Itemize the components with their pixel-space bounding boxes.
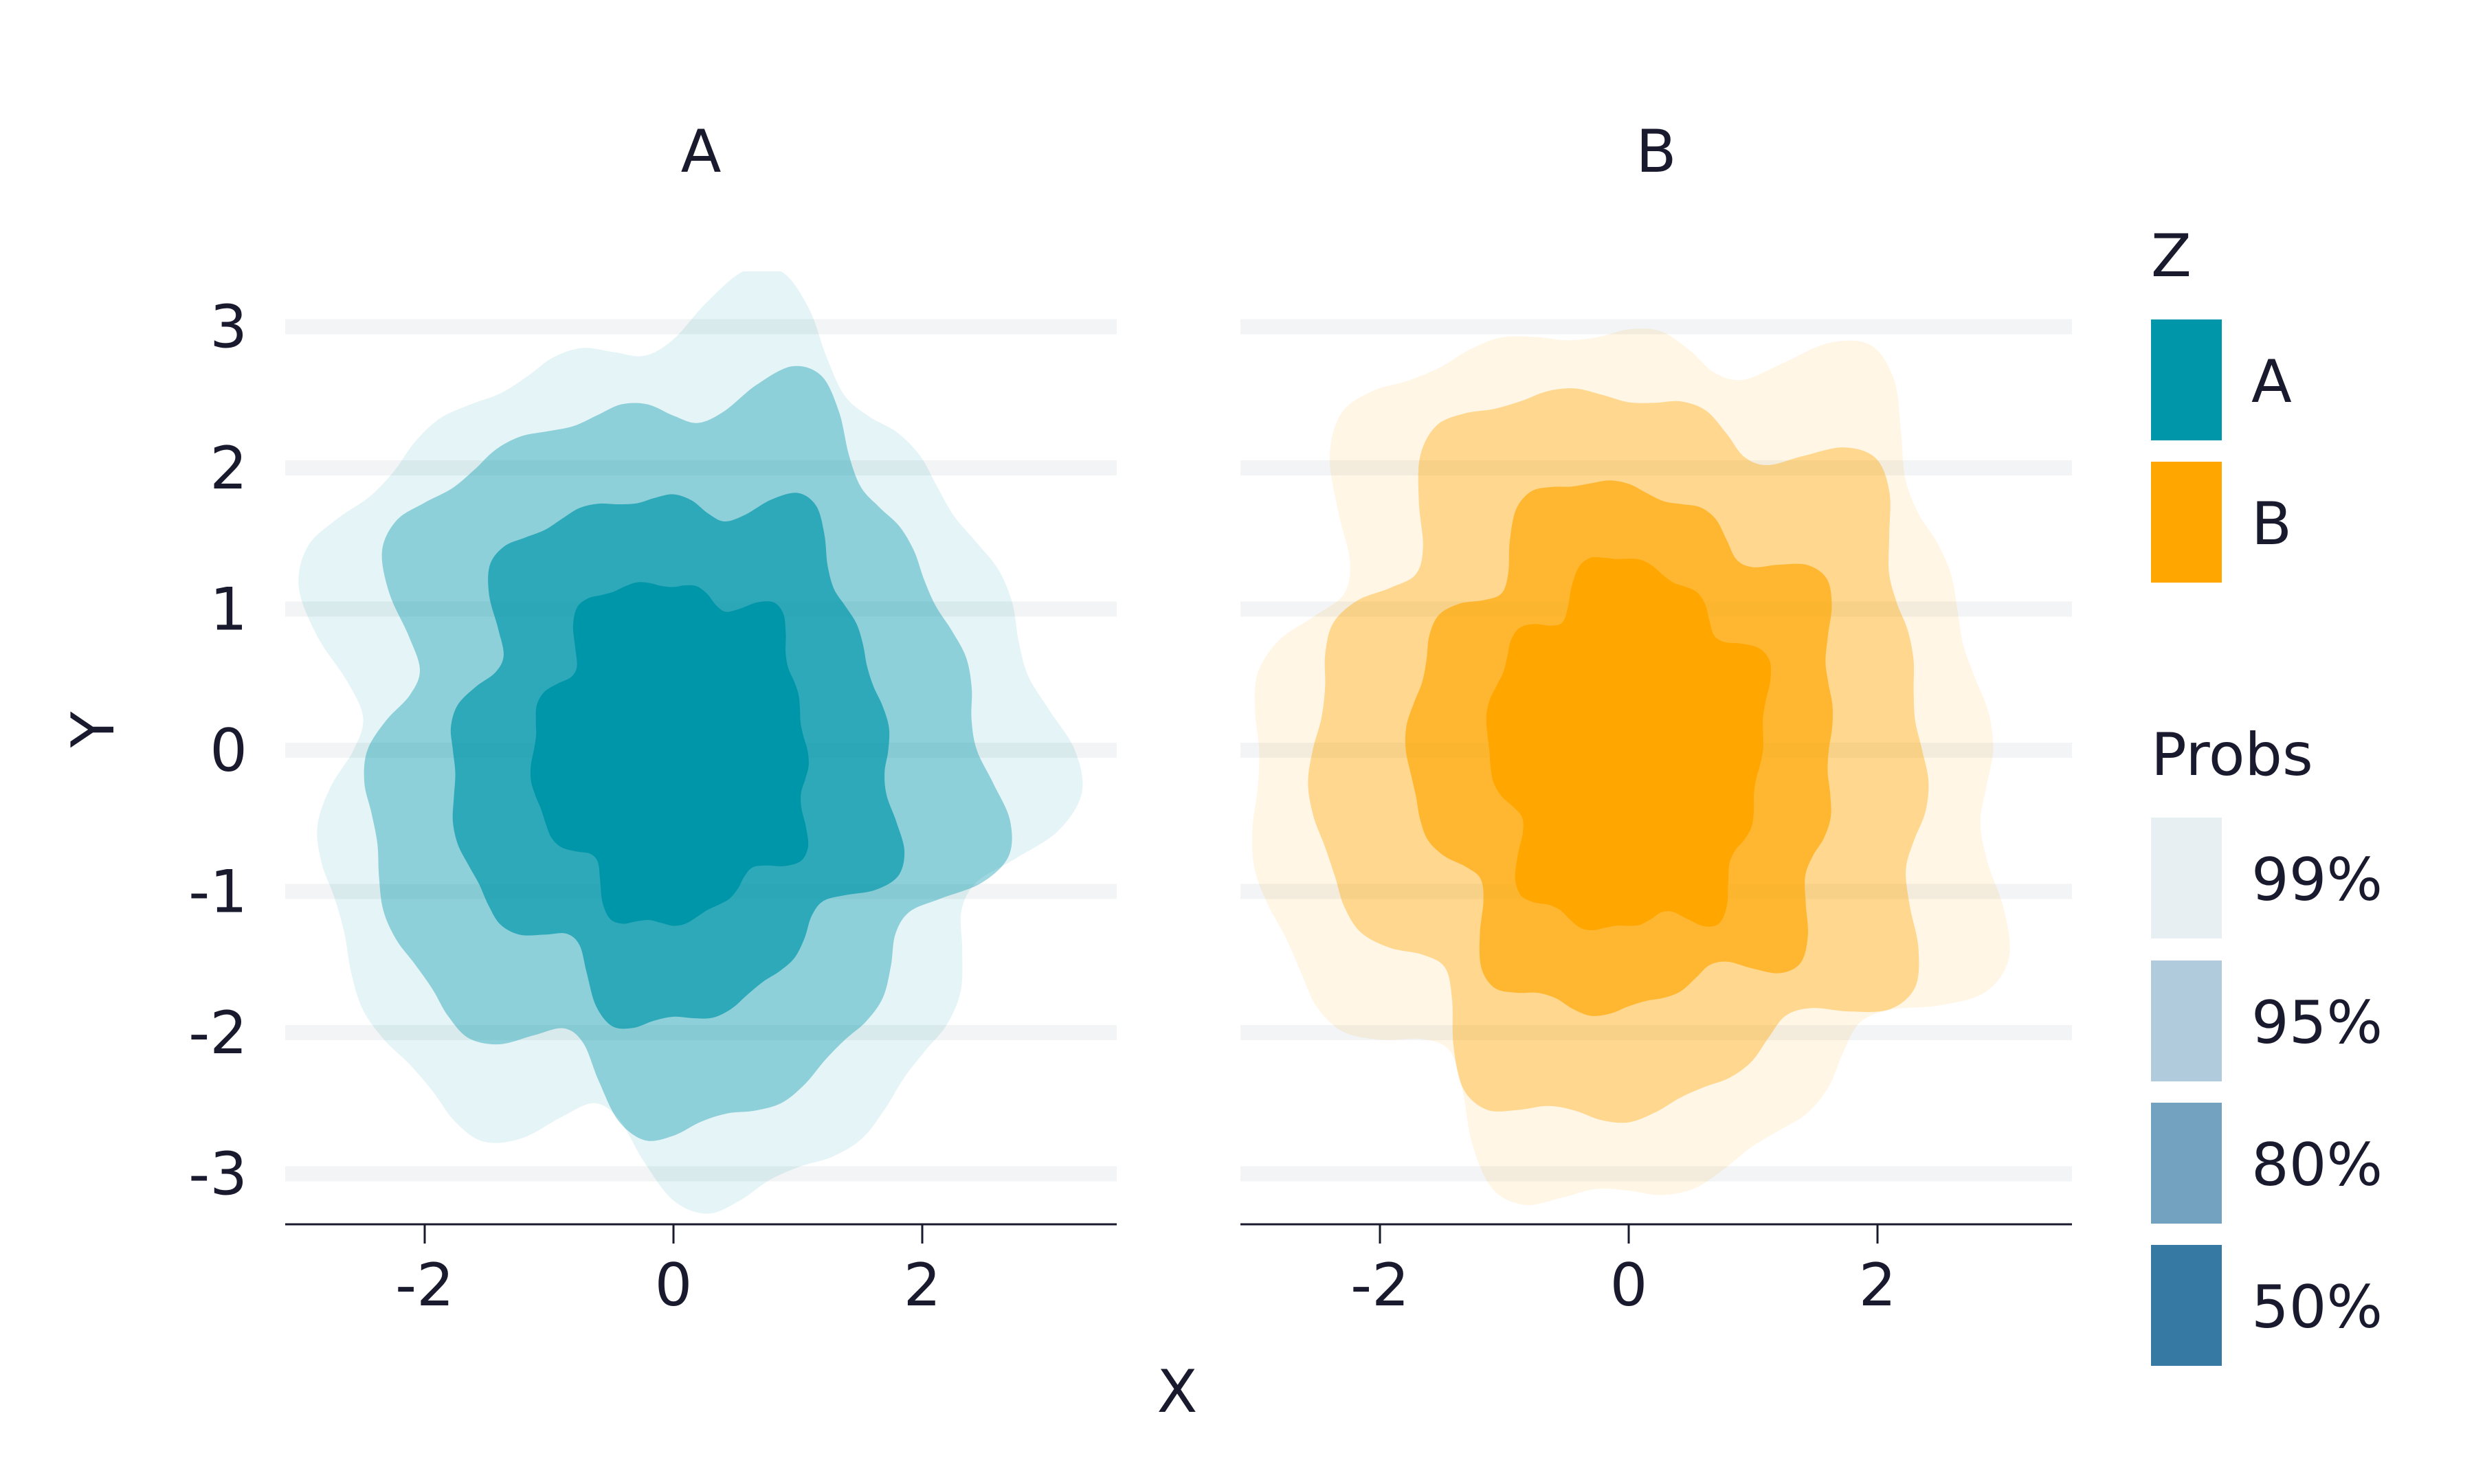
panel-a: A -2 0 2 3 2 1 0 -1 -2 -3 xyxy=(188,117,1117,1320)
contour-layers xyxy=(298,271,1083,1214)
legend-probs-label-50: 50% xyxy=(2251,1273,2383,1342)
contour-layers xyxy=(1252,328,2010,1206)
legend: Z A B Probs 99% 95% 80% 50% xyxy=(2151,222,2383,1366)
legend-probs-swatch-99 xyxy=(2151,818,2222,938)
y-tick-label: 0 xyxy=(210,717,247,785)
x-tick-label: 0 xyxy=(655,1251,693,1320)
legend-z-swatch-b xyxy=(2151,462,2222,583)
legend-probs-label-95: 95% xyxy=(2251,989,2383,1057)
panel-title-b: B xyxy=(1636,117,1677,186)
panel-b: B -2 0 2 xyxy=(1240,117,2072,1320)
y-tick-label: 3 xyxy=(210,293,247,362)
y-tick-label: -2 xyxy=(188,999,247,1068)
legend-probs-title: Probs xyxy=(2151,721,2313,789)
contour-50-b xyxy=(1486,556,1772,930)
legend-z-label-b: B xyxy=(2251,490,2292,559)
legend-probs-swatch-80 xyxy=(2151,1103,2222,1224)
x-axis-title: X xyxy=(1157,1358,1198,1426)
legend-z-label-a: A xyxy=(2251,348,2292,416)
y-tick-label: -3 xyxy=(188,1140,247,1209)
y-tick-label: 1 xyxy=(210,576,247,644)
legend-z-title: Z xyxy=(2151,222,2192,291)
y-axis-title: Y xyxy=(59,711,128,748)
y-tick-label: 2 xyxy=(210,434,247,503)
x-tick-label: 2 xyxy=(904,1251,941,1320)
panels: A -2 0 2 3 2 1 0 -1 -2 -3 B -2 0 2 xyxy=(188,117,2072,1320)
x-tick-label: -2 xyxy=(1350,1251,1409,1320)
x-tick-label: 2 xyxy=(1859,1251,1897,1320)
legend-probs-label-80: 80% xyxy=(2251,1131,2383,1200)
legend-z-swatch-a xyxy=(2151,319,2222,440)
x-tick-label: -2 xyxy=(395,1251,454,1320)
contour-50-a xyxy=(530,582,809,926)
legend-probs-label-99: 99% xyxy=(2251,846,2383,914)
legend-probs-swatch-50 xyxy=(2151,1245,2222,1366)
y-tick-label: -1 xyxy=(188,858,247,927)
panel-title-a: A xyxy=(681,117,722,186)
legend-probs-swatch-95 xyxy=(2151,960,2222,1081)
x-tick-label: 0 xyxy=(1610,1251,1648,1320)
